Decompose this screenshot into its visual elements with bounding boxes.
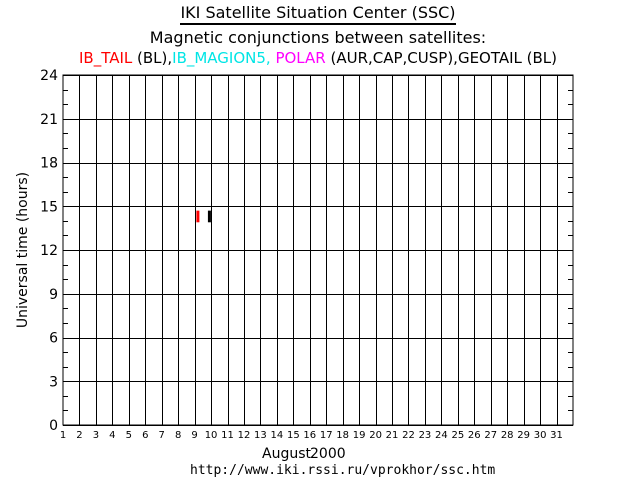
x-tick-label: 8 xyxy=(175,430,181,441)
x-tick-label: 23 xyxy=(419,430,432,441)
chart-title: IKI Satellite Situation Center (SSC) xyxy=(0,3,636,25)
y-tick-label: 21 xyxy=(40,112,58,128)
x-tick-label: 6 xyxy=(142,430,148,441)
x-tick-label: 18 xyxy=(336,430,349,441)
x-tick-label: 16 xyxy=(303,430,316,441)
y-tick-label: 15 xyxy=(40,199,58,215)
x-axis-month-label: August xyxy=(262,446,311,462)
x-tick-label: 14 xyxy=(271,430,284,441)
chart-subtitle: Magnetic conjunctions between satellites… xyxy=(149,28,487,47)
source-url[interactable]: http://www.iki.rssi.ru/vprokhor/ssc.htm xyxy=(190,463,496,478)
x-tick-label: 30 xyxy=(534,430,547,441)
x-tick-label: 1 xyxy=(60,430,66,441)
legend-ib-tail-region: (BL), xyxy=(132,49,173,67)
x-tick-label: 5 xyxy=(126,430,132,441)
conjunction-bar-ib-tail xyxy=(196,210,200,223)
x-tick-label: 15 xyxy=(287,430,300,441)
x-tick-label: 11 xyxy=(221,430,234,441)
x-tick-label: 17 xyxy=(320,430,333,441)
y-tick-label: 6 xyxy=(49,331,58,347)
y-tick-label: 9 xyxy=(49,287,58,303)
x-tick-label: 9 xyxy=(191,430,197,441)
y-axis-label: Universal time (hours) xyxy=(15,172,31,328)
x-tick-label: 25 xyxy=(451,430,464,441)
x-tick-label: 7 xyxy=(159,430,165,441)
chart-title-text: IKI Satellite Situation Center (SSC) xyxy=(180,3,456,25)
x-tick-label: 12 xyxy=(238,430,251,441)
x-tick-label: 10 xyxy=(205,430,218,441)
y-tick-label: 24 xyxy=(40,68,58,84)
x-tick-label: 2 xyxy=(76,430,82,441)
x-tick-label: 27 xyxy=(484,430,497,441)
x-tick-label: 24 xyxy=(435,430,448,441)
x-tick-label: 29 xyxy=(517,430,530,441)
x-tick-label: 3 xyxy=(93,430,99,441)
x-tick-label: 4 xyxy=(109,430,115,441)
x-tick-label: 28 xyxy=(501,430,514,441)
x-tick-label: 22 xyxy=(402,430,415,441)
legend-ib-magion5: IB_MAGION5, xyxy=(172,49,271,67)
satellite-legend-line: IB_TAIL (BL),IB_MAGION5, POLAR (AUR,CAP,… xyxy=(0,49,636,67)
x-axis-year-label: 2000 xyxy=(310,446,346,462)
y-tick-label: 12 xyxy=(40,243,58,259)
x-tick-label: 20 xyxy=(369,430,382,441)
x-tick-label: 13 xyxy=(254,430,267,441)
legend-polar-geotail: (AUR,CAP,CUSP),GEOTAIL (BL) xyxy=(325,49,558,67)
legend-polar: POLAR xyxy=(270,49,326,67)
x-tick-label: 21 xyxy=(386,430,399,441)
x-tick-label: 31 xyxy=(550,430,563,441)
legend-ib-tail: IB_TAIL xyxy=(78,49,133,67)
conjunction-bar-geotail xyxy=(207,210,211,223)
x-tick-label: 19 xyxy=(353,430,366,441)
y-tick-label: 0 xyxy=(49,418,58,434)
x-tick-label: 26 xyxy=(468,430,481,441)
y-tick-label: 3 xyxy=(49,374,58,390)
y-tick-label: 18 xyxy=(40,156,58,172)
